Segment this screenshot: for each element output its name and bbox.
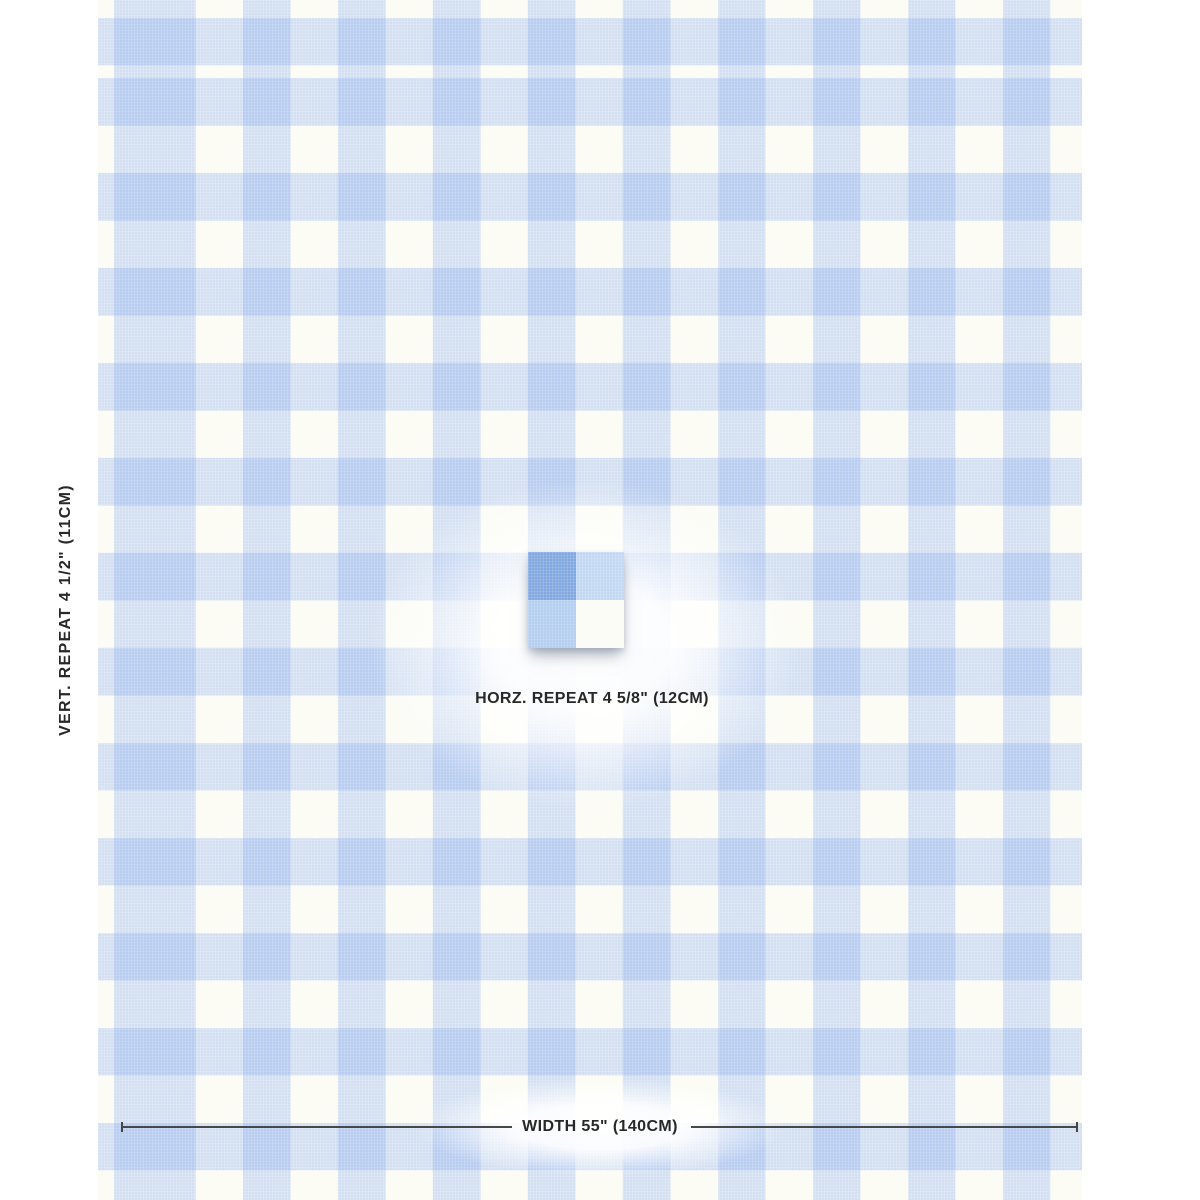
swatch-cell-horizontal-band [576, 552, 624, 600]
repeat-unit-swatch [528, 552, 624, 648]
swatch-cell-overlap [528, 552, 576, 600]
measurement-line-right-segment [691, 1126, 1077, 1128]
vertical-repeat-label: VERT. REPEAT 4 1/2" (11CM) [57, 484, 74, 736]
measurement-line-left-segment [122, 1126, 512, 1128]
horizontal-repeat-label: HORZ. REPEAT 4 5/8" (12CM) [475, 690, 709, 707]
width-label: WIDTH 55" (140CM) [522, 1118, 678, 1135]
width-measurement-line [121, 1122, 1078, 1132]
measurement-tick-right [1076, 1122, 1078, 1132]
swatch-cell-ground [576, 600, 624, 648]
swatch-cell-vertical-band [528, 600, 576, 648]
